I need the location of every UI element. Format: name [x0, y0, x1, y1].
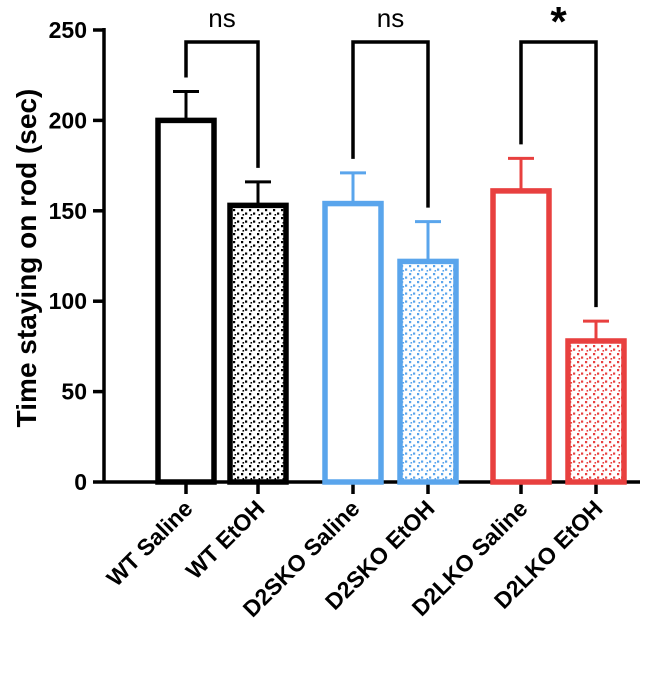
- significance-bracket: [519, 40, 598, 308]
- error-bars: [173, 89, 609, 341]
- bar: [565, 338, 627, 485]
- y-tick-label: 0: [74, 469, 87, 495]
- y-tick-label: 250: [49, 17, 87, 43]
- significance-bracket: [184, 40, 260, 168]
- y-tick-label: 200: [49, 107, 87, 133]
- bar: [155, 117, 217, 485]
- bar: [227, 202, 289, 485]
- y-tick-label: 50: [61, 379, 87, 405]
- y-axis-label: Time staying on rod (sec): [11, 89, 42, 428]
- significance-bracket: [351, 40, 430, 208]
- significance-brackets: ns ns *: [184, 0, 598, 308]
- bar: [322, 200, 384, 485]
- bar: [490, 188, 552, 485]
- y-tick-label: 100: [49, 288, 87, 314]
- x-tick-label: WT Saline: [101, 495, 197, 591]
- significance-label: ns: [377, 3, 404, 33]
- y-tick-label: 150: [49, 198, 87, 224]
- significance-label: *: [550, 0, 567, 45]
- significance-label: ns: [208, 3, 235, 33]
- bar: [397, 258, 459, 485]
- bars: [155, 117, 627, 485]
- x-tick-label: WT EtOH: [181, 495, 270, 584]
